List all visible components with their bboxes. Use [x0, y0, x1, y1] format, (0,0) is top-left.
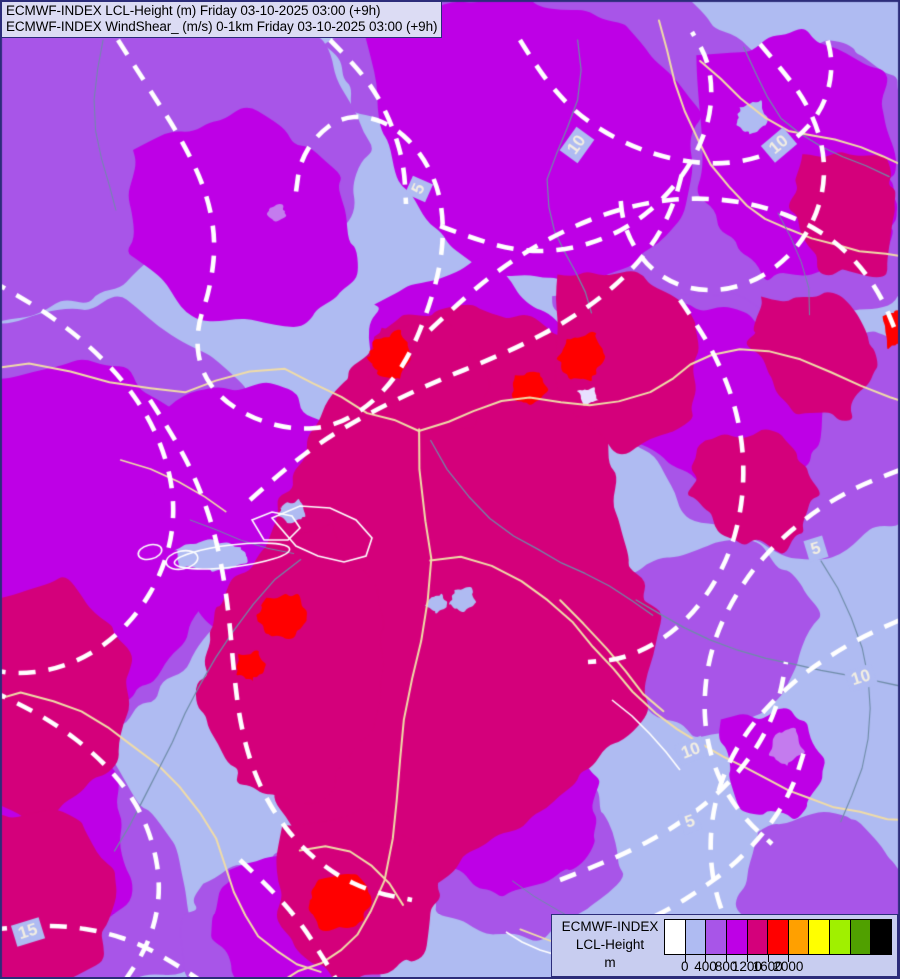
legend-tick-label-0: 0 — [680, 959, 689, 974]
legend-tick-1600 — [767, 955, 769, 962]
legend-tick-label-1200: 1200 — [731, 959, 762, 974]
title-line-windshear: ECMWF-INDEX WindShear_ (m/s) 0-1km Frida… — [6, 18, 438, 34]
legend-swatch-3 — [726, 920, 748, 954]
legend-label-group: ECMWF-INDEX LCL-Height m — [558, 918, 662, 973]
legend-swatch-1 — [685, 920, 707, 954]
legend-swatch-6 — [788, 920, 810, 954]
legend-swatch-wrap — [664, 919, 892, 955]
legend-tick-label-400: 400 — [694, 959, 717, 974]
legend-swatch-9 — [850, 920, 872, 954]
legend-tick-400 — [705, 955, 707, 962]
map-title-box: ECMWF-INDEX LCL-Height (m) Friday 03-10-… — [1, 1, 443, 38]
colorbar-legend: ECMWF-INDEX LCL-Height m 0 400 800 1200 1600… — [551, 914, 898, 977]
legend-field-label: LCL-Height — [575, 937, 645, 953]
legend-tick-2000 — [788, 955, 790, 962]
legend-tick-labels: 0 400 800 1200 1600 2000 — [664, 959, 892, 977]
legend-swatch-7 — [809, 920, 831, 954]
legend-swatch-0 — [665, 920, 686, 954]
legend-tick-1200 — [746, 955, 748, 962]
legend-tick-800 — [726, 955, 728, 962]
legend-tick-0 — [684, 955, 686, 962]
legend-swatch-2 — [706, 920, 727, 954]
legend-tick-marks — [664, 955, 892, 963]
legend-swatch-10 — [871, 920, 892, 954]
legend-tick-label-2000: 2000 — [773, 959, 804, 974]
legend-swatch-5 — [768, 920, 789, 954]
legend-tick-label-1600: 1600 — [752, 959, 783, 974]
title-line-lcl-height: ECMWF-INDEX LCL-Height (m) Friday 03-10-… — [6, 3, 381, 18]
legend-swatch-4 — [747, 920, 769, 954]
legend-model-label: ECMWF-INDEX — [561, 919, 659, 934]
legend-tick-label-800: 800 — [714, 959, 738, 974]
legend-color-swatches — [664, 919, 892, 955]
legend-swatch-8 — [830, 920, 851, 954]
legend-unit-label: m — [604, 955, 616, 971]
